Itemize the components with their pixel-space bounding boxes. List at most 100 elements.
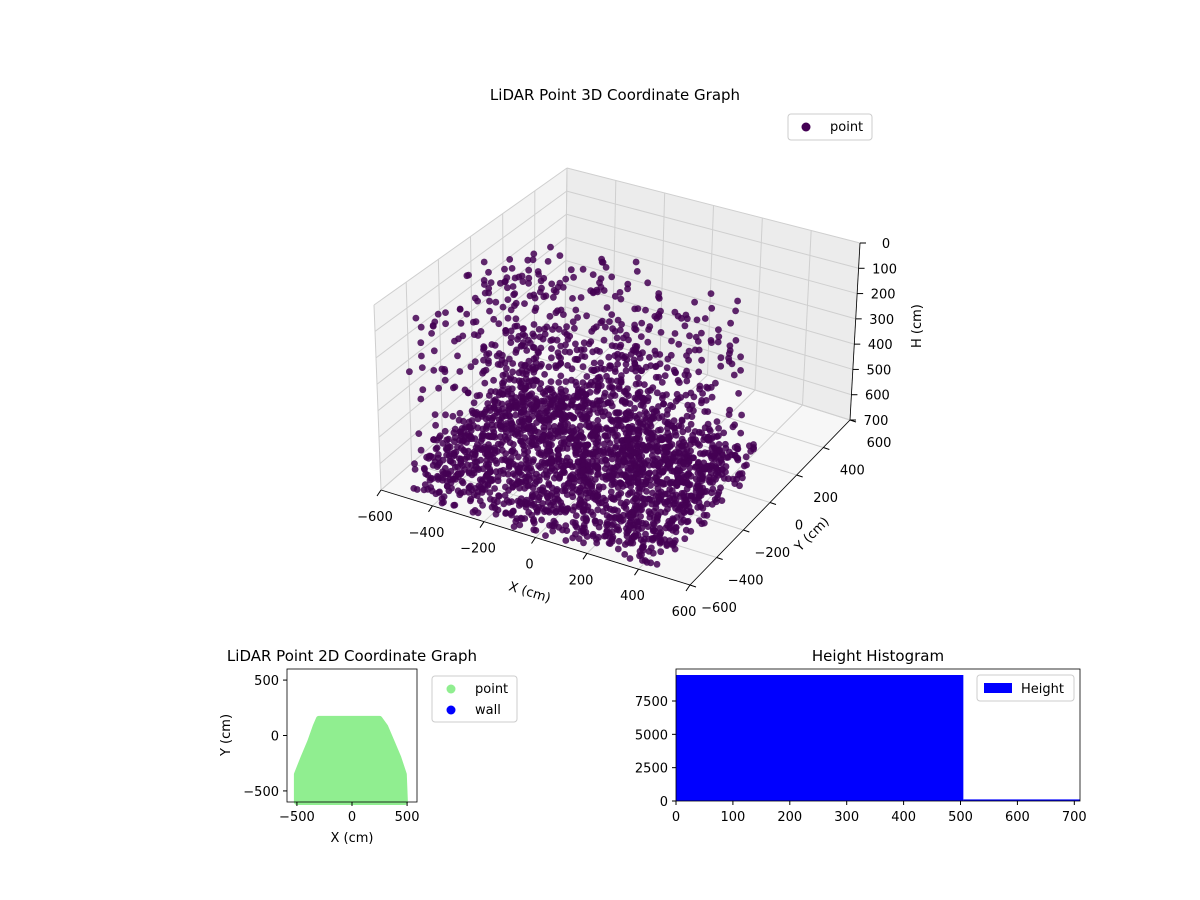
point-3d xyxy=(698,356,705,364)
point-3d xyxy=(577,294,585,301)
point-3d xyxy=(614,457,622,465)
point-3d xyxy=(576,450,583,458)
point-3d xyxy=(477,328,485,335)
point-3d xyxy=(576,441,584,448)
point-3d xyxy=(732,307,739,315)
point-3d xyxy=(682,391,690,399)
y-tick-label: −600 xyxy=(701,601,737,616)
point-3d xyxy=(511,302,518,309)
point-3d xyxy=(628,365,636,373)
point-3d xyxy=(478,435,486,443)
point-3d xyxy=(539,500,546,507)
point-3d xyxy=(487,279,495,286)
point-3d xyxy=(417,323,425,331)
point-3d xyxy=(492,468,500,476)
point-3d xyxy=(713,418,721,425)
point-3d xyxy=(506,439,514,446)
point-3d xyxy=(432,421,439,429)
point-3d xyxy=(537,415,544,423)
point-3d xyxy=(600,440,608,448)
point-3d xyxy=(595,523,603,531)
point-3d xyxy=(525,424,533,432)
point-3d xyxy=(482,366,490,374)
point-3d xyxy=(742,453,750,461)
point-3d xyxy=(541,371,548,378)
point-3d xyxy=(666,524,674,532)
point-3d xyxy=(649,429,657,437)
point-3d xyxy=(537,464,544,471)
point-3d xyxy=(616,326,624,334)
point-3d xyxy=(575,434,582,442)
point-3d xyxy=(435,461,442,469)
chart-histogram: Height Histogram 0 100 200 300 400 500 600 7000… xyxy=(635,647,1087,825)
point-3d xyxy=(598,457,606,465)
point-3d xyxy=(502,329,510,337)
point-3d xyxy=(617,489,625,497)
point-3d xyxy=(634,531,642,539)
point-3d xyxy=(554,349,562,357)
point-3d xyxy=(525,274,533,282)
point-3d xyxy=(549,527,557,535)
point-3d xyxy=(468,407,476,415)
point-3d xyxy=(537,405,545,412)
point-3d xyxy=(551,519,559,527)
point-3d xyxy=(525,357,533,365)
point-3d xyxy=(600,336,608,344)
point-3d xyxy=(646,354,653,361)
point-3d xyxy=(564,362,571,369)
point-3d xyxy=(546,312,554,320)
point-3d xyxy=(649,519,657,527)
point-3d xyxy=(430,436,437,443)
point-3d xyxy=(654,448,662,455)
point-3d xyxy=(501,278,509,286)
point-3d xyxy=(480,277,488,284)
point-3d xyxy=(594,506,602,514)
y-tick xyxy=(796,474,803,478)
point-3d xyxy=(628,441,636,449)
point-3d xyxy=(507,327,515,335)
point-3d xyxy=(664,490,671,498)
point-3d xyxy=(434,454,442,462)
point-3d xyxy=(557,410,564,418)
point-3d xyxy=(608,311,616,318)
point-3d xyxy=(698,429,706,437)
point-3d xyxy=(490,315,498,323)
y-tick-label: 7500 xyxy=(635,695,668,710)
point-3d xyxy=(606,318,613,325)
point-3d xyxy=(527,401,535,409)
point-3d xyxy=(633,464,641,472)
point-3d xyxy=(626,460,634,468)
point-3d xyxy=(480,346,487,353)
point-3d xyxy=(471,485,479,492)
point-3d xyxy=(531,365,539,373)
z-tick-label: 400 xyxy=(868,338,893,353)
point-3d xyxy=(698,329,705,337)
point-3d xyxy=(458,444,465,452)
point-3d xyxy=(663,364,671,372)
point-3d xyxy=(653,389,661,397)
point-3d xyxy=(555,362,562,369)
point-3d xyxy=(554,432,562,440)
point-3d xyxy=(595,533,602,541)
point-3d xyxy=(474,441,481,449)
point-3d xyxy=(692,463,700,470)
point-3d xyxy=(562,484,569,492)
point-3d xyxy=(508,511,515,519)
point-3d xyxy=(528,390,536,398)
point-3d xyxy=(474,509,482,517)
point-3d xyxy=(703,511,711,519)
point-3d xyxy=(530,456,537,464)
point-3d xyxy=(611,392,619,399)
point-3d xyxy=(583,441,591,449)
point-3d xyxy=(548,345,555,352)
grid-z-left xyxy=(375,213,567,359)
x-tick-label: 0 xyxy=(525,558,533,573)
point-3d xyxy=(632,502,639,510)
point-3d xyxy=(544,258,552,265)
point-3d xyxy=(652,532,660,540)
point-3d xyxy=(621,541,629,548)
point-3d xyxy=(675,340,683,348)
point-3d xyxy=(617,499,625,507)
point-3d xyxy=(715,333,723,340)
histogram-title: Height Histogram xyxy=(812,647,944,665)
